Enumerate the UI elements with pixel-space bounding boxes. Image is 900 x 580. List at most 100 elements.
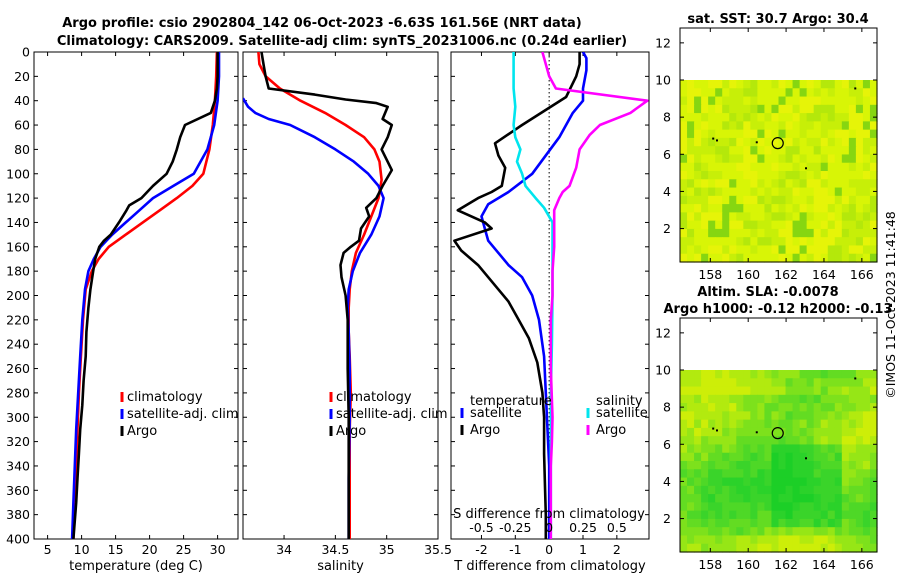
island-dot	[854, 377, 857, 380]
y-tick-label: 340	[6, 458, 30, 473]
legend-label: climatology	[127, 390, 203, 405]
y-tick-label: 6	[663, 147, 671, 162]
figure-title-line1: Argo profile: csio 2902804_142 06-Oct-20…	[62, 16, 582, 31]
island-dot	[755, 431, 758, 434]
y-tick-label: 120	[6, 191, 30, 206]
x-tick-label: 166	[850, 557, 874, 572]
map-title-line2: Argo h1000: -0.12 h2000: -0.13	[663, 302, 892, 317]
sla-map: Altim. SLA: -0.0078 Argo h1000: -0.12 h20…	[655, 285, 892, 572]
x-tick-label: 164	[812, 267, 836, 282]
map-title: sat. SST: 30.7 Argo: 30.4	[687, 12, 868, 27]
y-tick-label: 400	[6, 532, 30, 547]
x-tick-label: 162	[774, 267, 798, 282]
y-tick-label: 200	[6, 288, 30, 303]
y-tick-label: 8	[663, 400, 671, 415]
island-dot	[715, 429, 718, 432]
y-tick-label: 360	[6, 483, 30, 498]
y-tick-label: 180	[6, 264, 30, 279]
x-tick-label: 158	[698, 267, 722, 282]
plot-frame	[33, 51, 239, 540]
argo-position-marker	[771, 427, 784, 440]
map-title-line1: Altim. SLA: -0.0078	[697, 285, 838, 300]
temperature-panel: 0 20 40 60 80 100 120 140 160 180 200 220 240 260 280 3…	[6, 45, 238, 575]
map-cells	[680, 80, 878, 263]
series-line-argo	[260, 52, 394, 539]
y-tick-label: 320	[6, 434, 30, 449]
y-tick-label: 40	[14, 93, 30, 108]
island-dot	[712, 427, 715, 430]
x-tick-label: 34.5	[321, 542, 349, 557]
y-tick-label: 4	[663, 474, 671, 489]
series-line-s-argo	[541, 52, 649, 539]
x-tick-label: 15	[108, 542, 124, 557]
island-dot	[805, 457, 808, 460]
secondary-axis-label: S difference from climatology	[453, 507, 645, 522]
y-tick-label: 380	[6, 507, 30, 522]
y-tick-label: 2	[663, 221, 671, 236]
y-tick-label: 240	[6, 337, 30, 352]
legend-label: satellite-adj. clim	[127, 407, 239, 422]
legend-title-salinity: salinity	[596, 394, 643, 409]
legend-label: satellite	[596, 406, 648, 421]
legend-title-temperature: temperature	[470, 394, 552, 409]
x-axis-label: T difference from climatology	[453, 559, 646, 574]
y-tick-label: 8	[663, 110, 671, 125]
y-tick-label: 12	[655, 325, 671, 340]
series-line-s-satellite	[512, 52, 554, 539]
y-tick-label: 280	[6, 385, 30, 400]
x-tick-label: 34	[276, 542, 292, 557]
x-axis-label: salinity	[317, 559, 364, 574]
secondary-tick-label: 0.5	[607, 520, 627, 535]
island-dot	[805, 167, 808, 170]
y-tick-label: 0	[22, 45, 30, 60]
x-tick-label: -2	[475, 542, 487, 557]
legend-label: Argo	[127, 424, 157, 439]
series-line-argo	[72, 52, 219, 539]
x-tick-label: 10	[74, 542, 90, 557]
x-tick-label: 158	[698, 557, 722, 572]
legend-label: Argo	[470, 423, 500, 438]
y-tick-label: 140	[6, 215, 30, 230]
y-tick-label: 260	[6, 361, 30, 376]
x-tick-label: 1	[579, 542, 587, 557]
legend-label: Argo	[336, 424, 366, 439]
x-axis-label: temperature (deg C)	[69, 559, 203, 574]
x-tick-label: 35.5	[424, 542, 452, 557]
x-tick-label: 2	[613, 542, 621, 557]
secondary-tick-label: -0.25	[499, 520, 531, 535]
legend-label: satellite-adj. clim	[336, 407, 448, 422]
x-tick-label: 162	[774, 557, 798, 572]
island-dot	[854, 87, 857, 90]
y-tick-label: 10	[655, 73, 671, 88]
y-tick-label: 10	[655, 363, 671, 378]
x-tick-label: 30	[210, 542, 226, 557]
map-frame	[679, 27, 878, 263]
x-tick-label: 20	[142, 542, 158, 557]
secondary-tick-label: -0.5	[469, 520, 493, 535]
map-frame	[679, 317, 878, 553]
island-dot	[755, 141, 758, 144]
y-tick-label: 12	[655, 35, 671, 50]
plot-frame	[242, 51, 439, 540]
map-cells	[680, 370, 878, 553]
y-tick-label: 6	[663, 437, 671, 452]
y-tick-label: 100	[6, 166, 30, 181]
argo-position-marker	[771, 137, 784, 150]
legend-label: Argo	[596, 423, 626, 438]
x-tick-label: 0	[545, 542, 553, 557]
x-tick-label: -1	[509, 542, 521, 557]
y-tick-label: 300	[6, 410, 30, 425]
x-tick-label: 160	[736, 267, 760, 282]
sst-map: sat. SST: 30.7 Argo: 30.4 158 160 162 164 166…	[655, 12, 878, 282]
x-tick-label: 160	[736, 557, 760, 572]
x-tick-label: 166	[850, 267, 874, 282]
x-tick-label: 164	[812, 557, 836, 572]
difference-panel: -2 -1 0 1 2 T difference from climatology temp…	[450, 51, 650, 574]
x-tick-label: 5	[44, 542, 52, 557]
salinity-panel: 34 34.5 35 35.5 salinity climatology satellite…	[242, 51, 452, 574]
series-line-satellite-adj-clim	[70, 52, 221, 539]
y-tick-label: 60	[14, 118, 30, 133]
y-tick-label: 80	[14, 142, 30, 157]
island-dot	[715, 139, 718, 142]
